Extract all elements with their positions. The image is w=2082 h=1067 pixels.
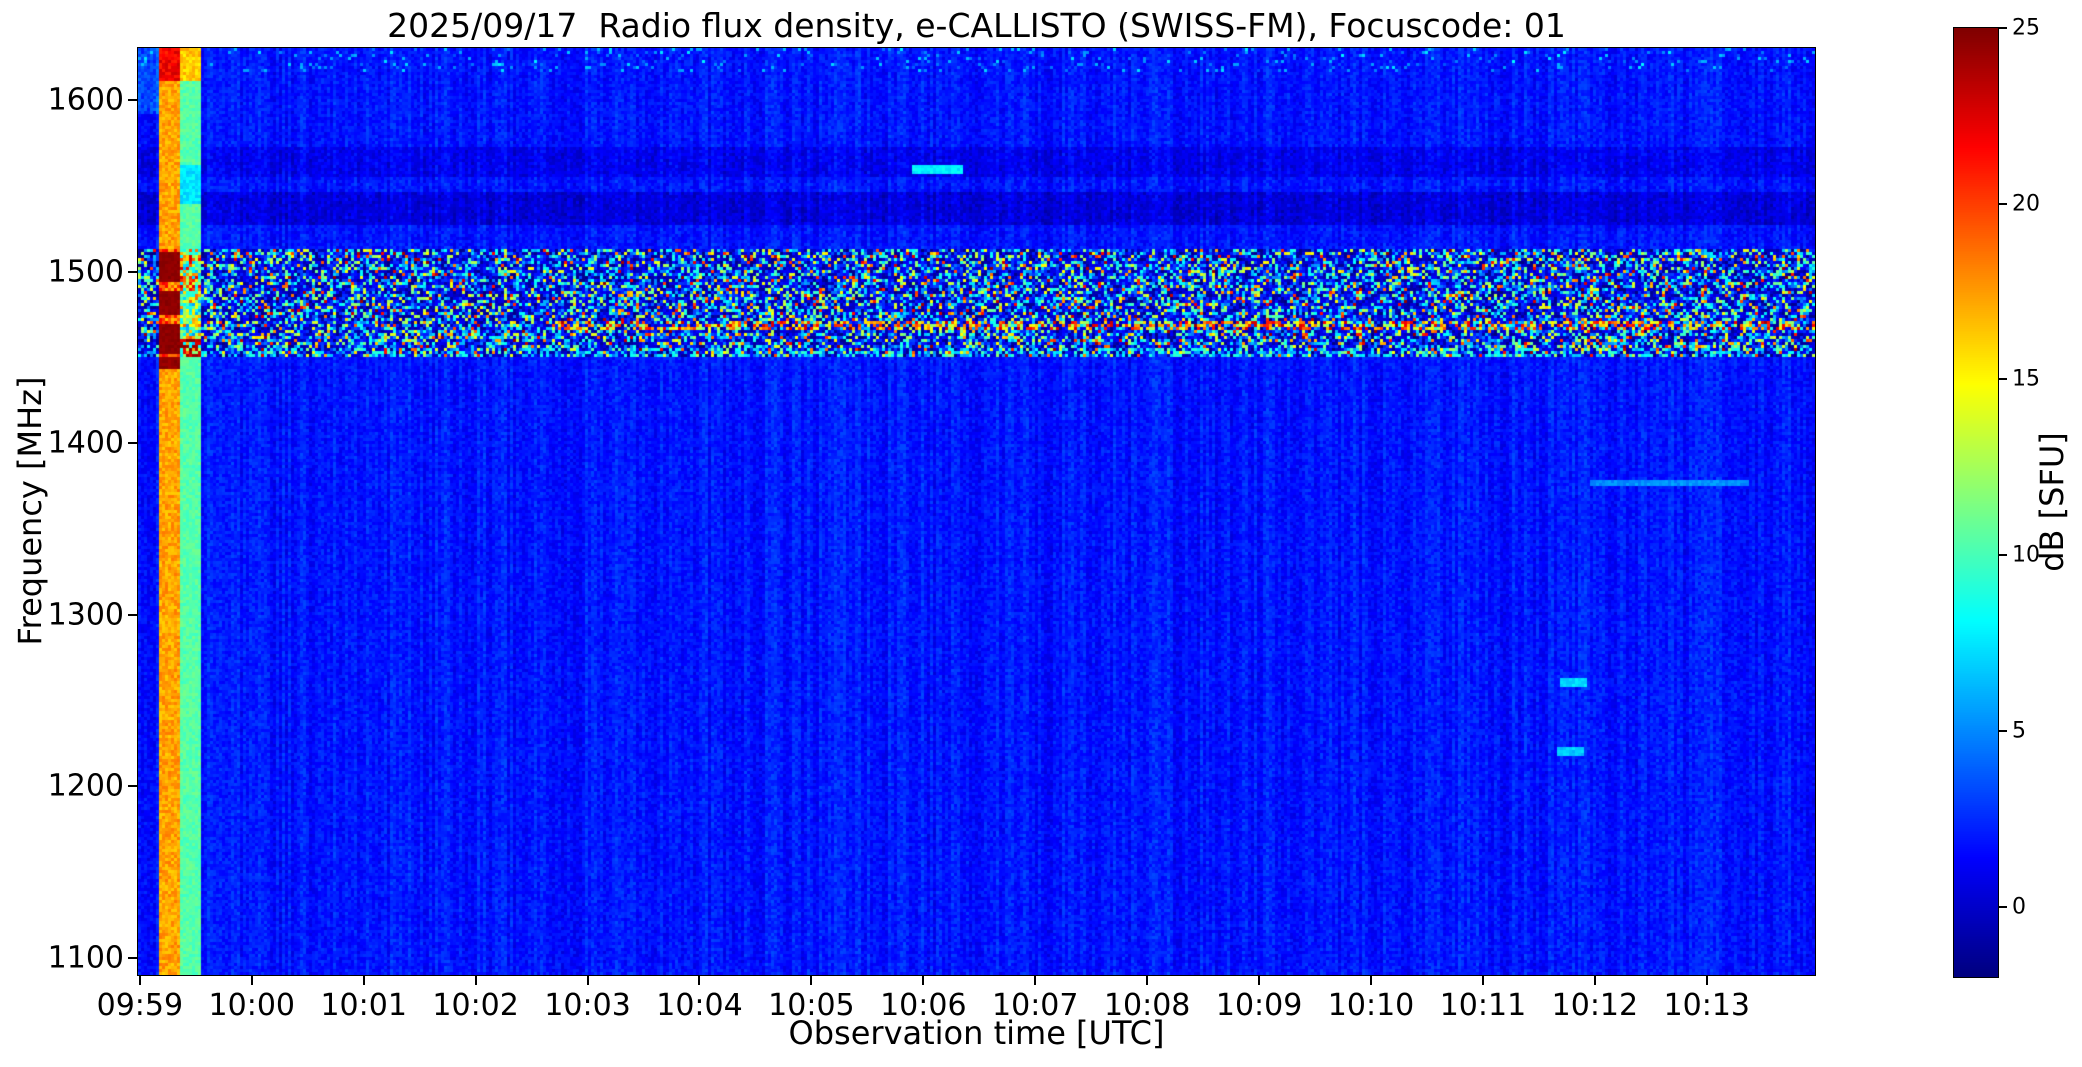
x-tick-mark	[922, 976, 925, 985]
x-tick-mark	[1481, 976, 1484, 985]
x-tick-mark	[250, 976, 253, 985]
x-tick-mark	[586, 976, 589, 985]
colorbar-tick-label: 0	[2012, 894, 2026, 920]
x-tick-label: 10:11	[1439, 988, 1527, 1023]
x-tick-label: 10:10	[1327, 988, 1415, 1023]
y-tick-mark	[128, 613, 137, 616]
y-tick-label: 1600	[47, 82, 124, 118]
x-tick-mark	[810, 976, 813, 985]
x-tick-label: 09:59	[96, 988, 184, 1023]
x-tick-label: 10:07	[992, 988, 1079, 1023]
colorbar-tick-mark	[1999, 905, 2007, 908]
x-tick-mark	[362, 976, 365, 985]
x-tick-label: 10:02	[432, 988, 519, 1023]
x-tick-label: 10:03	[544, 988, 631, 1023]
y-tick-mark	[128, 956, 137, 959]
chart-title: 2025/09/17 Radio flux density, e-CALLIST…	[387, 6, 1566, 45]
y-tick-label: 1100	[47, 940, 124, 976]
x-tick-label: 10:05	[768, 988, 855, 1023]
colorbar-tick-mark	[1999, 27, 2007, 29]
y-tick-label: 1300	[47, 597, 124, 633]
colorbar-tick-label: 15	[2012, 366, 2040, 392]
colorbar-tick-label: 25	[2012, 15, 2040, 41]
x-tick-mark	[1705, 976, 1708, 985]
colorbar-tick-mark	[1999, 378, 2007, 381]
x-tick-mark	[138, 976, 141, 985]
x-tick-label: 10:00	[208, 988, 296, 1023]
x-tick-mark	[474, 976, 477, 985]
colorbar-tick-label: 5	[2012, 718, 2026, 744]
colorbar-tick-mark	[1999, 729, 2007, 732]
x-tick-mark	[698, 976, 701, 985]
y-tick-label: 1500	[47, 254, 124, 290]
y-tick-mark	[128, 785, 137, 788]
x-tick-label: 10:09	[1215, 988, 1303, 1023]
x-tick-label: 10:06	[880, 988, 967, 1023]
spectrogram-heatmap	[137, 47, 1816, 976]
x-tick-mark	[1258, 976, 1261, 985]
x-tick-mark	[1593, 976, 1596, 985]
x-tick-label: 10:12	[1551, 988, 1639, 1023]
x-tick-label: 10:01	[320, 988, 407, 1023]
x-axis-label: Observation time [UTC]	[788, 1014, 1165, 1052]
colorbar-tick-label: 10	[2012, 542, 2040, 568]
colorbar	[1953, 27, 1999, 978]
x-tick-label: 10:13	[1663, 988, 1751, 1023]
y-tick-label: 1400	[47, 425, 124, 461]
colorbar-tick-label: 20	[2012, 191, 2040, 217]
y-tick-mark	[128, 442, 137, 445]
x-tick-label: 10:08	[1103, 988, 1191, 1023]
y-tick-mark	[128, 270, 137, 273]
x-tick-mark	[1146, 976, 1149, 985]
x-tick-mark	[1370, 976, 1373, 985]
y-tick-mark	[128, 99, 137, 102]
x-tick-mark	[1034, 976, 1037, 985]
y-tick-label: 1200	[47, 768, 124, 804]
x-tick-label: 10:04	[656, 988, 743, 1023]
colorbar-tick-mark	[1999, 202, 2007, 205]
colorbar-tick-mark	[1999, 554, 2007, 557]
